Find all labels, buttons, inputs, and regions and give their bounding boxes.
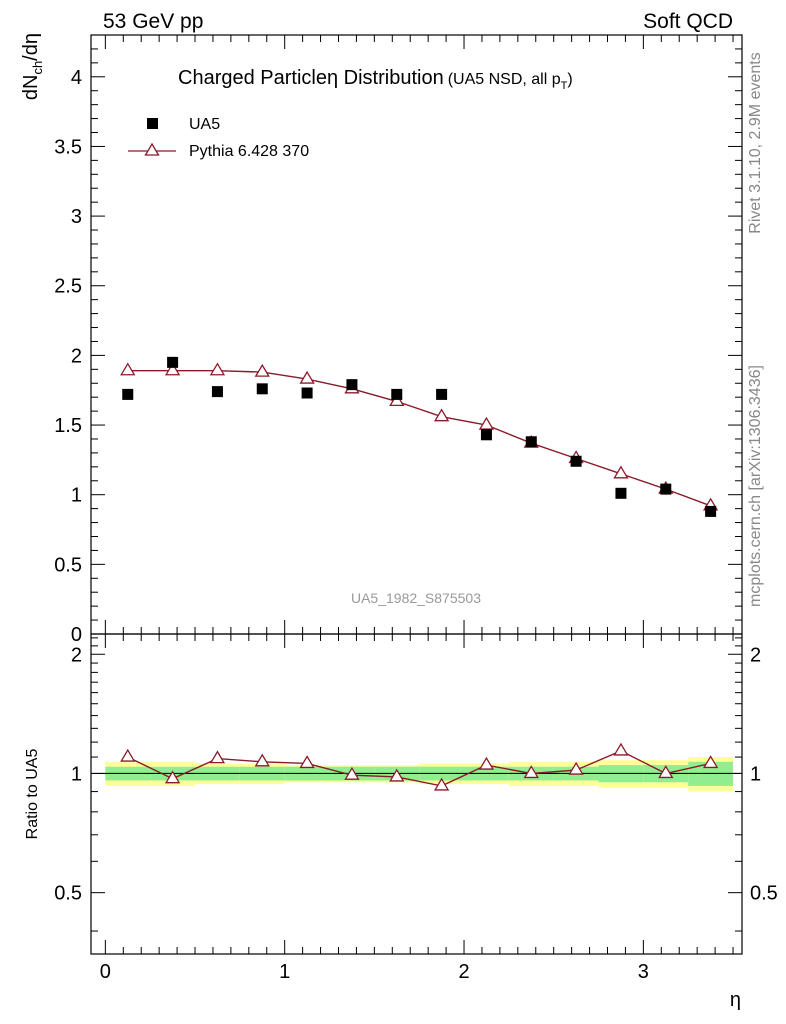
- main-y-tick-label: 3: [71, 206, 82, 228]
- mcplots-label: mcplots.cern.ch [arXiv:1306.3436]: [747, 365, 764, 607]
- ratio-pythia-point: [433, 777, 450, 791]
- rivet-label: Rivet 3.1.10, 2.9M events: [747, 52, 764, 233]
- ratio-y-tick-label-right: 0.5: [750, 883, 778, 905]
- pythia-point: [433, 408, 450, 422]
- title-symbol: η: [327, 67, 338, 89]
- pythia-series: [120, 362, 719, 511]
- legend-label-pythia: Pythia 6.428 370: [189, 143, 309, 160]
- ua5-point: [167, 356, 179, 368]
- title-main: Charged Particle: [178, 67, 327, 89]
- pythia-point: [120, 362, 136, 376]
- ua5-point: [480, 429, 492, 441]
- ratio-x-label: η: [730, 989, 741, 1011]
- ratio-x-tick-labels: 0 1 2 3: [100, 961, 649, 983]
- ratio-y-tick-label-left: 2: [71, 644, 82, 666]
- ua5-point: [391, 388, 403, 400]
- pythia-point: [613, 465, 629, 479]
- ratio-pythia-point: [389, 768, 405, 782]
- ua5-series: [122, 356, 717, 517]
- ratio-y-tick-label-left: 1: [71, 763, 82, 785]
- ylabel-end: /dη: [20, 33, 42, 61]
- legend-marker-pythia: [144, 142, 160, 156]
- ratio-pythia-point: [120, 748, 136, 762]
- title-sub-end: ): [567, 71, 572, 88]
- ratio-uncertainty-bands: [105, 757, 734, 792]
- ua5-point: [122, 388, 134, 400]
- pythia-point: [478, 416, 495, 430]
- ratio-pythia-series: [120, 742, 719, 791]
- ratio-y-label: Ratio to UA5: [24, 749, 41, 840]
- ua5-point: [301, 387, 313, 399]
- chart-title: Charged Particleη Distribution (UA5 NSD, …: [178, 67, 573, 92]
- ylabel-sub: ch: [30, 61, 45, 75]
- ratio-pythia-point: [613, 742, 629, 756]
- main-y-tick-label: 0.5: [54, 554, 82, 576]
- ratio-y-tick-label-right: 1: [750, 763, 761, 785]
- ratio-y-tick-label-right: 2: [750, 644, 761, 666]
- main-y-tick-label: 0: [71, 624, 82, 646]
- ua5-point: [660, 483, 672, 495]
- main-y-tick-label: 2.5: [54, 276, 82, 298]
- ylabel-main: dN: [20, 75, 42, 101]
- pythia-point: [254, 363, 270, 377]
- ua5-point: [615, 487, 627, 499]
- ratio-pythia-line: [127, 750, 711, 787]
- main-axis-ticks: [91, 34, 742, 635]
- ratio-pythia-point: [164, 770, 181, 784]
- ratio-pythia-point: [344, 766, 360, 780]
- header-left: 53 GeV pp: [103, 10, 203, 33]
- pythia-point: [299, 370, 315, 384]
- pythia-point: [209, 362, 226, 376]
- main-y-tick-labels: 0 0.5 1 1.5 2 2.5 3 3.5 4: [54, 67, 82, 646]
- ratio-pythia-point: [568, 761, 584, 775]
- title-rest: Distribution: [338, 67, 444, 89]
- ua5-point: [705, 505, 717, 517]
- ratio-y-tick-labels: 0.5 0.5 1 1 2 2: [54, 644, 778, 904]
- ua5-point: [211, 386, 223, 398]
- main-y-tick-label: 2: [71, 345, 82, 367]
- ratio-panel: 0.5 0.5 1 1 2 2 0 1 2 3 Ratio to UA5 η: [24, 633, 778, 1011]
- title-sub-subscript: T: [561, 80, 568, 92]
- title-sub: (UA5 NSD, all p: [448, 71, 561, 88]
- ratio-x-tick-label: 0: [100, 961, 111, 983]
- ratio-y-tick-label-left: 0.5: [54, 883, 82, 905]
- ratio-pythia-point: [299, 755, 315, 769]
- main-y-tick-label: 1: [71, 485, 82, 507]
- ua5-point: [436, 388, 448, 400]
- ratio-pythia-point: [478, 756, 495, 770]
- ratio-pythia-point: [523, 765, 539, 779]
- ratio-pythia-point: [254, 753, 270, 767]
- main-y-tick-label: 1.5: [54, 415, 82, 437]
- main-y-tick-label: 4: [71, 67, 82, 89]
- ratio-x-tick-label: 3: [638, 961, 649, 983]
- main-y-label: dNch/dη: [20, 33, 45, 100]
- main-y-tick-label: 3.5: [54, 136, 82, 158]
- pythia-point: [164, 362, 181, 376]
- legend-marker-ua5: [147, 118, 158, 129]
- legend-label-ua5: UA5: [189, 116, 220, 133]
- legend: UA5 Pythia 6.428 370: [128, 116, 309, 160]
- watermark: UA5_1982_S875503: [351, 590, 481, 606]
- main-panel: 0 0.5 1 1.5 2 2.5 3 3.5 4 UA5_1982_S875503 Charg…: [20, 33, 743, 646]
- ua5-point: [570, 455, 582, 467]
- ratio-frame: [90, 633, 743, 955]
- ua5-point: [256, 383, 268, 395]
- ua5-point: [525, 436, 537, 448]
- ratio-axis-ticks: [91, 634, 742, 954]
- ratio-x-tick-label: 1: [279, 961, 290, 983]
- ratio-x-tick-label: 2: [458, 961, 469, 983]
- ratio-pythia-point: [658, 765, 674, 779]
- pythia-line: [127, 370, 711, 507]
- ratio-pythia-point: [209, 750, 226, 764]
- header-right: Soft QCD: [643, 10, 733, 33]
- ratio-pythia-point: [702, 755, 719, 769]
- ua5-point: [346, 379, 358, 391]
